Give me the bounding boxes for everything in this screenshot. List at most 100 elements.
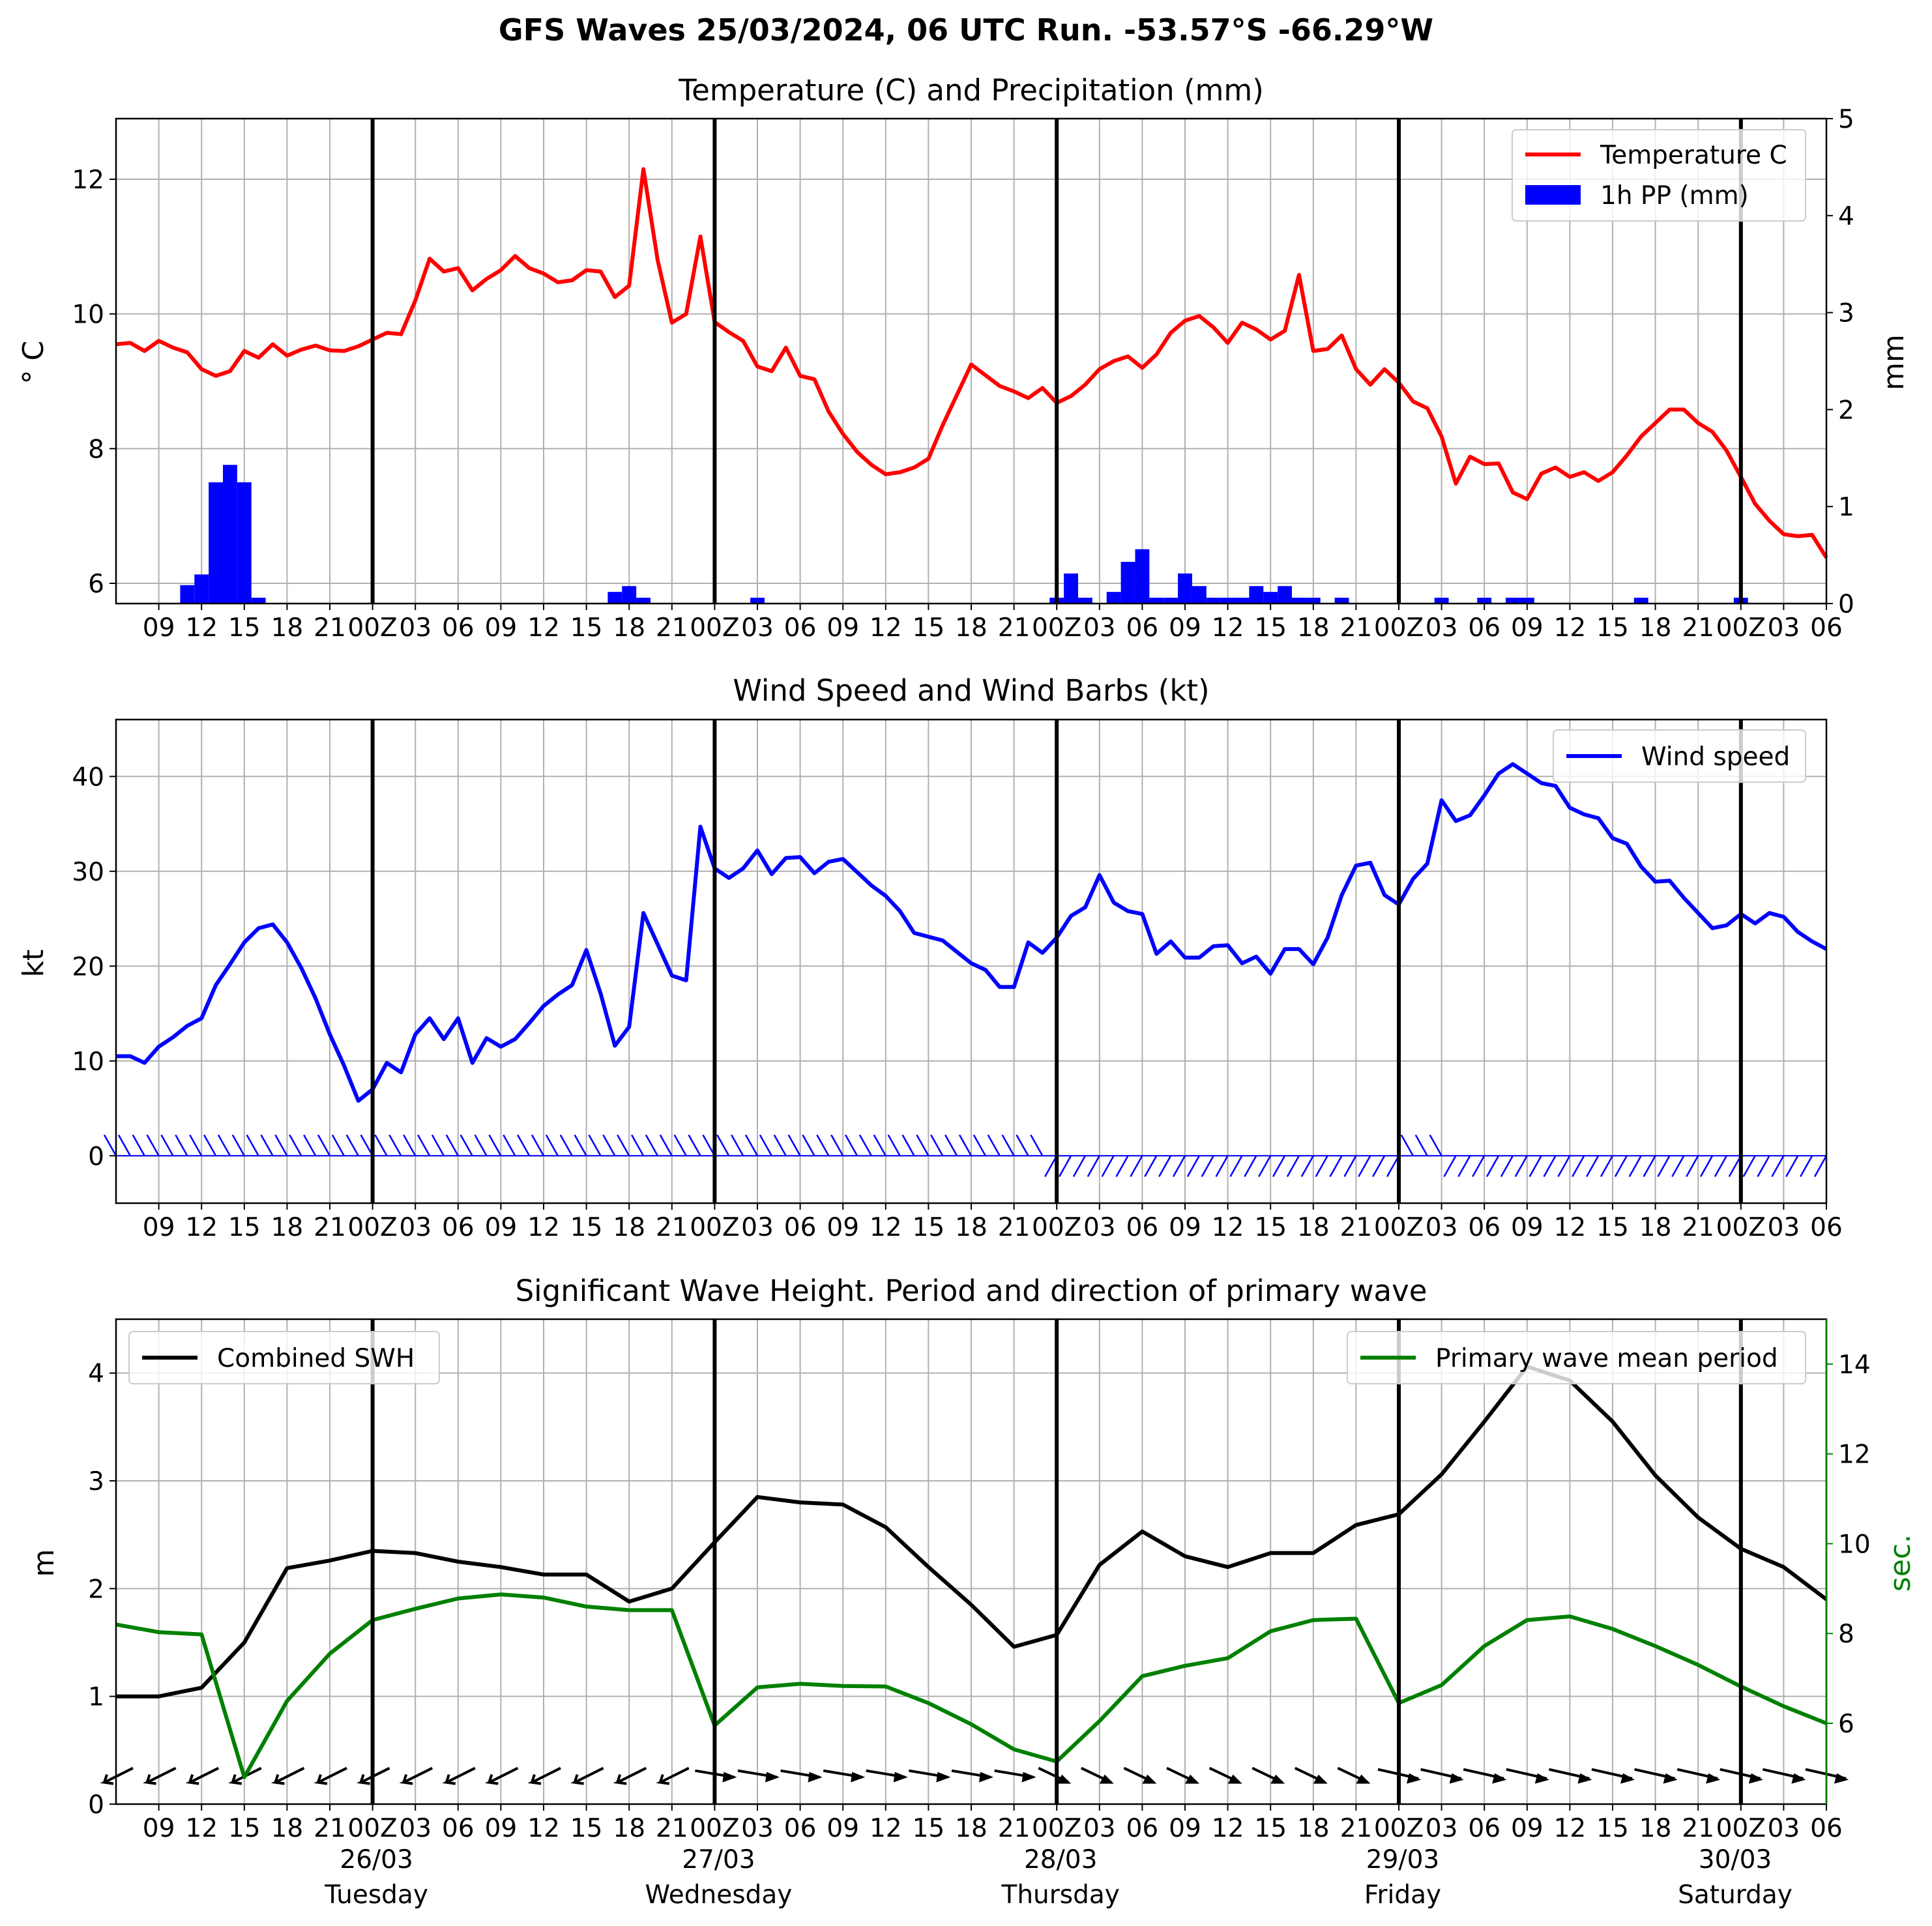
precip-bar <box>1220 598 1235 604</box>
wind-barb <box>930 1134 944 1156</box>
legend-precip-swatch <box>1525 185 1581 205</box>
wind-barb <box>1001 1134 1015 1156</box>
wave-direction-arrow <box>356 1766 390 1785</box>
wave-ylabel: m <box>27 1549 61 1577</box>
x-tick-label: 06 <box>1126 613 1159 643</box>
y2-tick-label: 2 <box>1838 396 1854 425</box>
x-tick-label: 21 <box>1682 613 1714 643</box>
wind-barb <box>716 1134 730 1156</box>
weekday-label: Thursday <box>1001 1880 1120 1910</box>
x-tick-label: 06 <box>442 613 475 643</box>
date-label: 27/03 <box>682 1845 755 1875</box>
wind-barb <box>858 1134 873 1156</box>
wind-barb <box>602 1134 616 1156</box>
legend-wind-label: Wind speed <box>1641 742 1790 772</box>
wind-barb <box>445 1134 459 1156</box>
wind-panel-title: Wind Speed and Wind Barbs (kt) <box>733 673 1209 708</box>
wave-direction-arrowhead <box>1706 1773 1721 1784</box>
x-tick-label: 15 <box>1254 1213 1287 1242</box>
wind-barb <box>289 1134 302 1156</box>
x-tick-label: 00Z <box>1716 1814 1766 1843</box>
wind-barb <box>1158 1155 1172 1177</box>
precip-bar <box>622 586 637 604</box>
y2-tick-label: 0 <box>1838 590 1854 619</box>
wind-barb <box>1414 1134 1428 1156</box>
wave-direction-arrowhead <box>1791 1773 1806 1784</box>
wind-barb <box>1201 1155 1214 1177</box>
x-tick-label: 03 <box>399 1213 432 1242</box>
x-tick-label: 15 <box>1596 613 1629 643</box>
x-tick-label: 06 <box>1126 1213 1159 1242</box>
wind-barb <box>1443 1155 1457 1177</box>
wind-barb <box>688 1134 701 1156</box>
wave-direction-arrow <box>613 1766 647 1785</box>
wind-barb <box>1671 1155 1685 1177</box>
x-tick-label: 09 <box>143 613 175 643</box>
wave-direction-arrow <box>484 1766 519 1785</box>
x-tick-label: 06 <box>442 1213 475 1242</box>
wave-direction-arrowhead <box>1407 1773 1421 1784</box>
wind-barb <box>1529 1155 1542 1177</box>
x-tick-label: 15 <box>1254 1814 1287 1843</box>
wind-barb <box>260 1134 274 1156</box>
x-tick-label: 18 <box>1297 1814 1330 1843</box>
y-tick-label: 30 <box>72 858 104 887</box>
x-tick-label: 00Z <box>1374 613 1424 643</box>
y-tick-label: 10 <box>72 300 104 330</box>
precip-bar <box>194 574 209 604</box>
wave-direction-arrows <box>100 1766 1849 1785</box>
y2-tick-label: 12 <box>1838 1440 1871 1470</box>
wind-barb <box>787 1134 801 1156</box>
wave-direction-arrowhead <box>1142 1774 1157 1784</box>
x-tick-label: 00Z <box>1716 1213 1766 1242</box>
x-tick-label: 00Z <box>347 613 397 643</box>
legend-temp-label: Temperature C <box>1600 141 1787 170</box>
x-tick-label: 18 <box>271 613 304 643</box>
wind-barb <box>759 1134 772 1156</box>
wind-barb <box>1258 1155 1272 1177</box>
wave-direction-arrowhead <box>1057 1774 1072 1784</box>
temp-legend: Temperature C 1h PP (mm) <box>1512 129 1806 222</box>
wind-barb <box>744 1134 759 1156</box>
wind-barb <box>1429 1134 1442 1156</box>
x-tick-label: 06 <box>1810 1814 1843 1843</box>
precip-bar <box>1263 592 1278 604</box>
wind-barb <box>617 1134 630 1156</box>
x-tick-label: 15 <box>228 613 261 643</box>
wind-barb <box>1614 1155 1628 1177</box>
x-tick-label: 18 <box>1639 1814 1672 1843</box>
precip-bar <box>237 482 252 604</box>
wind-barb <box>246 1134 259 1156</box>
wave-direction-arrow <box>314 1766 347 1785</box>
wind-barb <box>1472 1155 1486 1177</box>
precip-bar <box>1306 598 1321 604</box>
y-tick-label: 0 <box>88 1142 104 1171</box>
x-tick-label: 00Z <box>1032 613 1081 643</box>
wind-barb <box>1215 1155 1229 1177</box>
x-tick-label: 06 <box>1468 1814 1500 1843</box>
wind-barb <box>146 1134 160 1156</box>
y-tick-label: 12 <box>72 166 104 195</box>
x-tick-label: 12 <box>1212 613 1244 643</box>
x-tick-label: 18 <box>613 613 645 643</box>
x-tick-label: 15 <box>570 613 603 643</box>
wind-barb <box>659 1134 673 1156</box>
precip-bar <box>1192 586 1207 604</box>
x-tick-label: 00Z <box>1374 1814 1424 1843</box>
date-label: 26/03 <box>340 1845 413 1875</box>
x-tick-label: 15 <box>913 1814 945 1843</box>
precip-ylabel: mm <box>1877 334 1910 390</box>
x-tick-label: 21 <box>998 1213 1031 1242</box>
wind-barb <box>1016 1134 1029 1156</box>
wind-barb <box>1130 1155 1143 1177</box>
wind-barb <box>317 1134 331 1156</box>
x-tick-label: 12 <box>1212 1213 1244 1242</box>
wave-direction-arrow <box>527 1766 561 1785</box>
x-tick-label: 03 <box>1083 1213 1116 1242</box>
x-tick-label: 21 <box>1682 1814 1714 1843</box>
x-tick-label: 00Z <box>1716 613 1766 643</box>
y2-tick-label: 10 <box>1838 1530 1871 1559</box>
x-tick-label: 09 <box>143 1814 175 1843</box>
x-tick-label: 18 <box>1297 613 1330 643</box>
wind-barb <box>388 1134 402 1156</box>
